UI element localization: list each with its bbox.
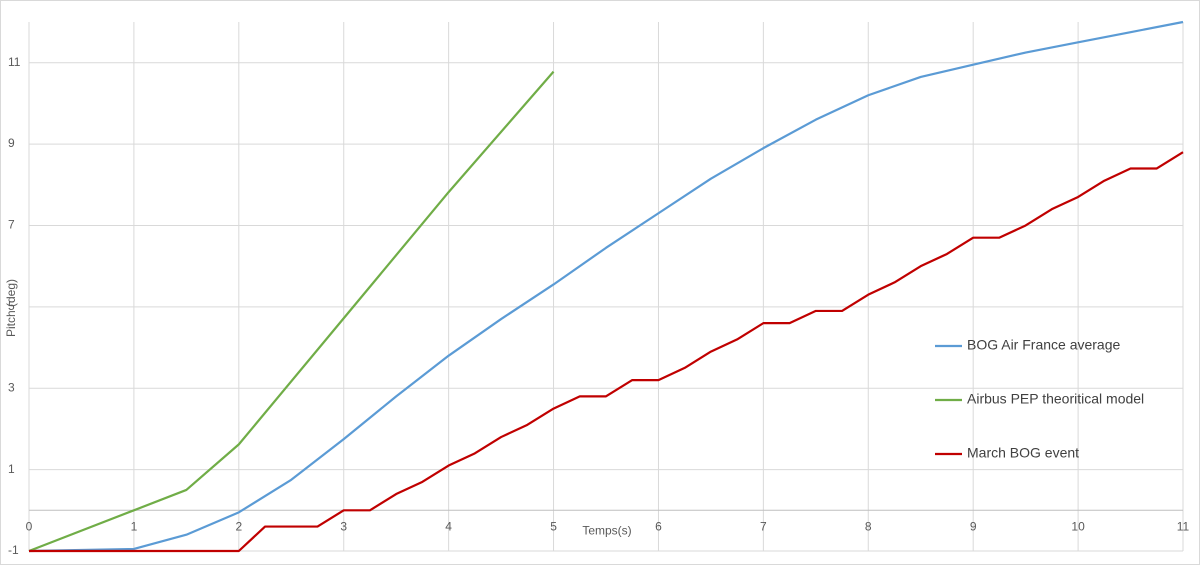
- y-tick-label: 5: [8, 299, 15, 313]
- legend-label: Airbus PEP theoritical model: [967, 391, 1144, 407]
- x-tick-label: 1: [131, 519, 138, 533]
- y-tick-label: -1: [8, 543, 19, 557]
- x-tick-label: 5: [550, 519, 557, 533]
- y-tick-label: 9: [8, 136, 15, 150]
- x-tick-label: 10: [1071, 519, 1085, 533]
- legend-label: BOG Air France average: [967, 337, 1121, 353]
- x-tick-label: 3: [340, 519, 347, 533]
- x-tick-label: 6: [655, 519, 662, 533]
- y-tick-label: 7: [8, 218, 15, 232]
- legend-label: March BOG event: [967, 445, 1079, 461]
- y-tick-label: 1: [8, 462, 15, 476]
- y-tick-label: 11: [8, 55, 21, 69]
- x-tick-label: 0: [26, 519, 33, 533]
- y-axis-title: Pitch (deg): [4, 279, 18, 337]
- x-axis-title: Temps(s): [582, 523, 631, 537]
- x-tick-label: 9: [970, 519, 977, 533]
- y-tick-label: 3: [8, 380, 15, 394]
- x-tick-label: 7: [760, 519, 767, 533]
- x-tick-label: 2: [235, 519, 242, 533]
- data-line: [28, 20, 1184, 553]
- data-line: [29, 151, 1184, 553]
- data-line: [28, 70, 555, 553]
- x-tick-label: 4: [445, 519, 452, 533]
- x-tick-label: 11: [1177, 519, 1190, 533]
- x-tick-label: 8: [865, 519, 872, 533]
